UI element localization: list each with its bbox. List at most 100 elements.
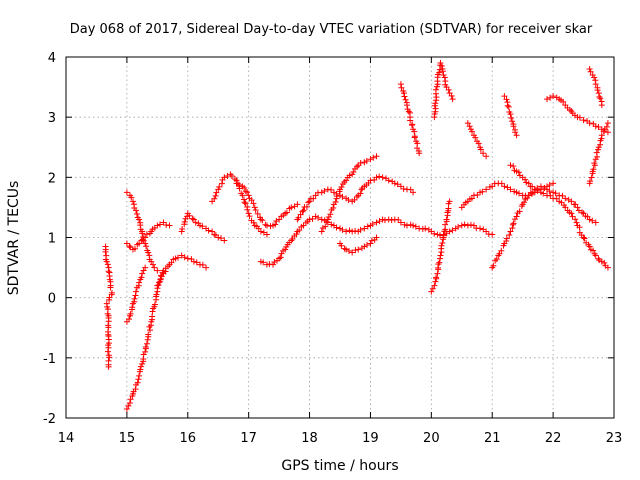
data-point [580, 234, 587, 241]
data-point [489, 231, 496, 238]
data-point [483, 153, 490, 160]
data-point [294, 201, 301, 208]
data-point-fill [508, 114, 515, 121]
data-point-fill [132, 292, 139, 299]
data-point-fill [587, 178, 594, 185]
data-point-fill [315, 214, 322, 221]
x-tick-label: 17 [240, 431, 257, 446]
data-point-fill [216, 183, 223, 190]
data-point-fill [401, 93, 408, 100]
data-point-fill [143, 243, 150, 250]
data-point [403, 222, 410, 229]
data-point-fill [131, 295, 138, 302]
data-point-fill [370, 154, 377, 161]
data-point [136, 216, 143, 223]
data-point-fill [205, 227, 212, 234]
data-point-fill [530, 189, 537, 196]
data-point [598, 102, 605, 109]
data-point-fill [241, 184, 248, 191]
data-point-fill [135, 376, 142, 383]
data-point [379, 174, 386, 181]
data-point-fill [596, 93, 603, 100]
data-point [318, 189, 325, 196]
data-point [437, 252, 444, 259]
data-point [288, 204, 295, 211]
data-point-fill [388, 216, 395, 223]
data-point-fill [133, 211, 140, 218]
data-point-fill [271, 258, 278, 265]
data-point [604, 264, 611, 271]
data-point-fill [322, 223, 329, 230]
data-point [123, 405, 130, 412]
data-point-fill [516, 208, 523, 215]
data-point-fill [357, 159, 364, 166]
data-point [139, 270, 146, 277]
chart-title: Day 068 of 2017, Sidereal Day-to-day VTE… [70, 22, 593, 37]
x-tick-label: 19 [362, 431, 379, 446]
data-point-fill [405, 108, 412, 115]
data-point-fill [503, 96, 510, 103]
data-point-fill [560, 98, 567, 105]
data-point-fill [576, 224, 583, 231]
data-point [592, 123, 599, 130]
data-point [434, 270, 441, 277]
data-point [349, 228, 356, 235]
data-point-fill [467, 221, 474, 228]
data-point-fill [439, 68, 446, 75]
data-point-fill [357, 190, 364, 197]
data-point-fill [438, 242, 445, 249]
data-point-fill [139, 230, 146, 237]
data-point [324, 186, 331, 193]
data-point [513, 213, 520, 220]
data-point [367, 156, 374, 163]
data-point [464, 222, 471, 229]
data-point-fill [149, 313, 156, 320]
data-point-fill [212, 192, 219, 199]
data-point-fill [455, 223, 462, 230]
x-tick-label: 22 [545, 431, 562, 446]
x-tick-label: 23 [606, 431, 623, 446]
data-point [373, 234, 380, 241]
data-point [397, 183, 404, 190]
data-point-fill [445, 86, 452, 93]
data-point [123, 189, 130, 196]
data-point [203, 264, 210, 271]
data-point-fill [448, 92, 455, 99]
data-point-fill [138, 237, 145, 244]
data-point-fill [477, 146, 484, 153]
data-point-fill [493, 256, 500, 263]
data-point [154, 282, 161, 289]
data-point [257, 228, 264, 235]
data-point-fill [516, 190, 523, 197]
data-point [403, 102, 410, 109]
data-point [239, 192, 246, 199]
data-point-fill [433, 274, 440, 281]
data-point-fill [102, 248, 109, 255]
y-tick-label: -1 [43, 352, 56, 367]
data-point-fill [156, 221, 163, 228]
data-point-fill [595, 123, 602, 130]
data-point [550, 93, 557, 100]
data-point-fill [105, 344, 112, 351]
x-tick-label: 15 [119, 431, 136, 446]
data-point [434, 231, 441, 238]
data-point-fill [509, 118, 516, 125]
data-point [361, 225, 368, 232]
data-point-fill [541, 185, 548, 192]
data-point [574, 204, 581, 211]
data-point [142, 234, 149, 241]
data-point-fill [297, 211, 304, 218]
data-point-fill [368, 237, 375, 244]
data-point-fill [138, 274, 145, 281]
data-point [592, 252, 599, 259]
data-point-fill [134, 379, 141, 386]
x-tick-labels: 14 15 16 17 18 19 20 21 22 23 [58, 431, 623, 446]
data-point-fill [106, 354, 113, 361]
data-point-fill [354, 163, 361, 170]
data-point-fill [565, 196, 572, 203]
data-point [306, 198, 313, 205]
data-point [598, 132, 605, 139]
data-point [586, 243, 593, 250]
data-point-fill [259, 217, 266, 224]
data-point [148, 258, 155, 265]
